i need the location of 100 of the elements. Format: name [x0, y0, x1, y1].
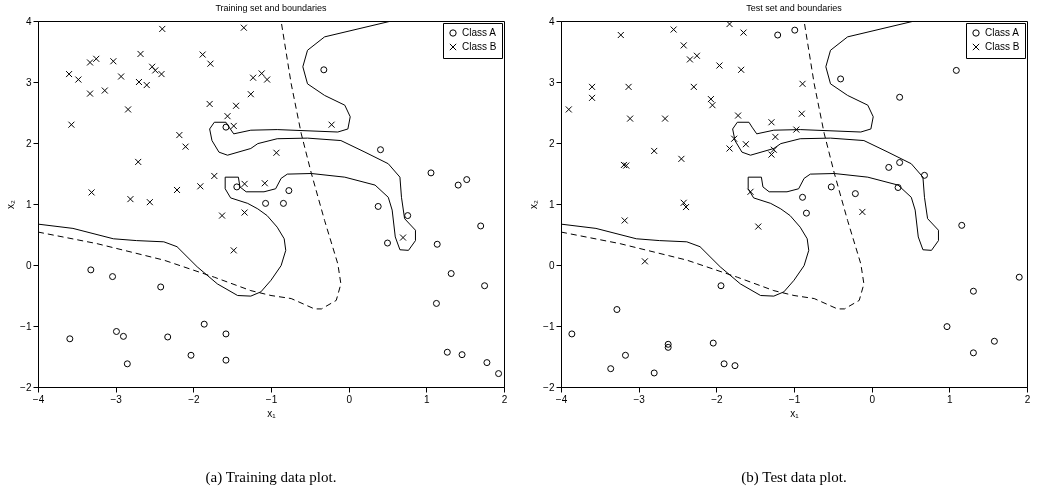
y-tick-label: −1 [20, 320, 32, 332]
point [731, 362, 739, 370]
y-tick-label: 2 [25, 137, 32, 149]
point [851, 190, 859, 198]
point [626, 115, 634, 123]
point [990, 337, 998, 345]
point [320, 66, 328, 74]
point [157, 70, 165, 78]
point [747, 188, 755, 196]
text: (b) Test data plot. [741, 469, 847, 486]
point [262, 199, 270, 207]
point [754, 223, 762, 231]
legend-label: Class A [985, 27, 1020, 38]
point [715, 62, 723, 70]
chart-title: Training set and boundaries [215, 3, 328, 13]
point [920, 171, 928, 179]
point [952, 66, 960, 74]
chart-title: Test set and boundaries [746, 3, 843, 13]
point [664, 340, 672, 348]
point [686, 55, 694, 63]
x-axis-title: x₁ [267, 407, 277, 419]
point [720, 360, 728, 368]
point [664, 343, 672, 351]
x-tick-label: 1 [424, 393, 431, 405]
point [187, 351, 195, 359]
y-axis-title: x₂ [528, 199, 540, 209]
point [617, 31, 625, 39]
point [218, 212, 226, 220]
point [263, 76, 271, 84]
point [92, 55, 100, 63]
point [767, 118, 775, 126]
point [134, 158, 142, 166]
point [734, 112, 742, 120]
point [241, 209, 249, 217]
point [458, 351, 466, 359]
point [182, 143, 190, 151]
point [670, 26, 678, 34]
point [433, 240, 441, 248]
y-tick-label: 3 [548, 76, 555, 88]
point [157, 283, 165, 291]
point [607, 365, 615, 373]
point [693, 52, 701, 60]
point [328, 121, 336, 129]
point [969, 287, 977, 295]
x-tick-label: −1 [265, 393, 278, 405]
x-tick-label: −2 [188, 393, 200, 405]
point [737, 66, 745, 74]
x-tick-label: −3 [633, 393, 646, 405]
point [677, 155, 685, 163]
point [799, 193, 807, 201]
y-tick-label: 4 [25, 15, 32, 27]
point [224, 112, 232, 120]
x-tick-label: 0 [869, 393, 876, 405]
point [258, 69, 266, 77]
point [477, 222, 485, 230]
point [200, 320, 208, 328]
point [199, 51, 207, 59]
point [158, 25, 166, 33]
point [771, 133, 779, 141]
point [86, 90, 94, 98]
point [123, 360, 131, 368]
point [621, 351, 629, 359]
point [799, 80, 807, 88]
point [206, 60, 214, 68]
point [858, 208, 866, 216]
point [565, 105, 573, 113]
y-tick-label: −1 [543, 320, 555, 332]
point [151, 66, 159, 74]
y-tick-label: 0 [25, 259, 32, 271]
point [827, 183, 835, 191]
point [742, 140, 750, 148]
point [222, 356, 230, 364]
text: (a) Training data plot. [205, 469, 337, 486]
point [774, 31, 782, 39]
point [650, 369, 658, 377]
point [690, 83, 698, 91]
point [112, 328, 120, 335]
point [680, 41, 688, 49]
x-tick-label: −4 [555, 393, 568, 405]
point [969, 349, 977, 357]
point [222, 330, 230, 338]
point [86, 58, 94, 66]
legend-label: Class A [462, 27, 497, 38]
point [272, 149, 280, 157]
point [261, 179, 269, 187]
point [240, 24, 248, 32]
point [230, 246, 238, 254]
point [894, 184, 902, 192]
point [399, 234, 407, 242]
point [232, 102, 240, 110]
point [175, 131, 183, 139]
point [709, 339, 717, 347]
x-tick-label: −4 [32, 393, 45, 405]
point [432, 299, 440, 307]
point [568, 330, 576, 338]
point [384, 239, 391, 247]
point [943, 323, 951, 331]
point [588, 83, 596, 91]
y-tick-label: −2 [20, 381, 32, 393]
x-tick-label: 0 [346, 393, 353, 405]
